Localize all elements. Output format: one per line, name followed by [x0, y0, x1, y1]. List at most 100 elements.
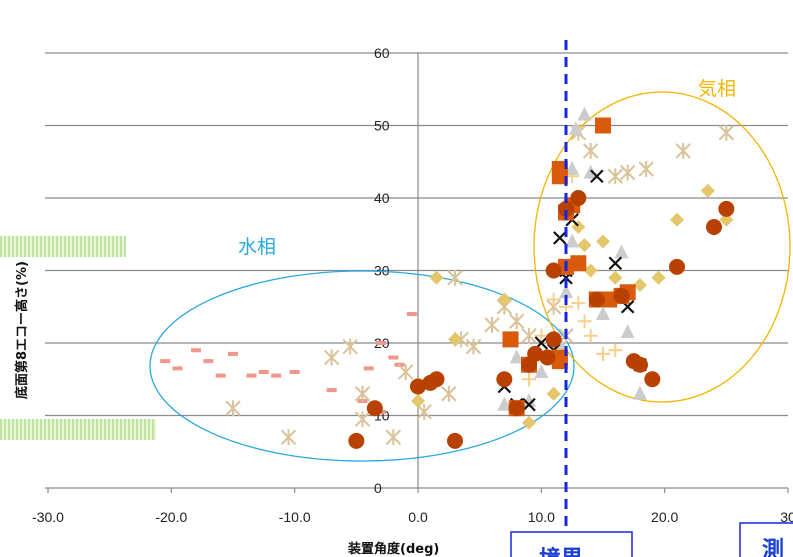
data-point-plus: [571, 296, 586, 311]
data-point-plus: [577, 314, 592, 329]
data-point-diamond: [522, 415, 536, 430]
data-point-square: [570, 255, 587, 272]
data-point-circle: [545, 331, 562, 348]
data-point-cross: [608, 256, 623, 271]
data-point-square: [502, 331, 519, 348]
data-point-star: [447, 269, 463, 286]
data-point-star: [521, 327, 537, 344]
data-point-cross: [553, 231, 567, 245]
data-point-plus: [608, 343, 623, 358]
data-point-circle: [632, 356, 648, 373]
data-point-plus: [522, 372, 536, 387]
data-point-circle: [545, 262, 562, 279]
x-tick-label: 20.0: [651, 509, 678, 525]
data-point-star: [280, 429, 297, 446]
data-point-diamond: [719, 212, 734, 227]
data-point-circle: [613, 287, 630, 304]
data-point-circle: [588, 291, 605, 308]
data-point-triangle: [565, 161, 580, 175]
data-point-diamond: [651, 270, 666, 285]
data-point-triangle: [633, 385, 647, 400]
data-point-circle: [558, 200, 574, 217]
y-axis-title: 底面第8エコー高さ(%): [14, 261, 30, 399]
data-point-star: [465, 338, 482, 355]
y-tick-label: 30: [374, 263, 390, 279]
data-point-triangle: [620, 324, 635, 339]
y-tick-label: 0: [374, 480, 382, 496]
data-point-square: [601, 291, 618, 308]
data-point-dash: [228, 351, 238, 356]
data-point-plus: [546, 292, 561, 307]
data-point-circle: [496, 371, 513, 388]
data-point-plus: [596, 346, 610, 361]
gas-phase-ellipse: [533, 91, 791, 403]
data-point-diamond: [633, 278, 647, 292]
data-point-star: [385, 429, 402, 446]
data-point-plus: [534, 328, 549, 343]
x-tick-label: 10.0: [528, 509, 555, 525]
data-point-square: [595, 117, 611, 134]
data-point-dash: [203, 359, 214, 364]
data-point-star: [354, 411, 371, 428]
data-point-star: [441, 385, 457, 402]
data-point-triangle: [497, 396, 512, 411]
data-point-dash: [376, 341, 386, 345]
data-point-diamond: [429, 270, 444, 285]
x-tick-label: -30.0: [32, 509, 64, 525]
data-point-dash: [246, 373, 257, 378]
measure-box: [739, 522, 793, 557]
data-points: [160, 106, 735, 449]
water-phase-ellipse: [149, 270, 575, 462]
data-point-star: [718, 124, 735, 141]
data-point-star: [675, 142, 691, 159]
boundary-box: [510, 531, 633, 557]
data-point-dash: [406, 312, 417, 316]
legend-swatch-lower: [0, 419, 156, 440]
data-point-dash: [326, 388, 337, 393]
data-point-circle: [348, 432, 365, 449]
x-tick-label: 30: [780, 509, 793, 525]
data-point-dash: [258, 370, 269, 374]
data-point-dash: [191, 348, 201, 353]
data-point-triangle: [577, 106, 592, 121]
x-axis-title: 装置角度(deg): [347, 541, 439, 557]
data-point-diamond: [546, 386, 561, 401]
data-point-circle: [644, 371, 661, 388]
data-point-plus: [583, 328, 598, 343]
x-tick-label: 0.0: [408, 509, 428, 525]
data-point-triangle: [522, 393, 536, 407]
legend-swatch-upper: [0, 236, 126, 257]
measure-label: 測: [762, 538, 784, 557]
y-tick-label: 40: [374, 190, 390, 206]
data-point-diamond: [411, 394, 425, 408]
data-point-star: [397, 364, 414, 380]
data-point-dash: [388, 355, 399, 360]
data-point-dash: [215, 373, 226, 378]
data-point-circle: [570, 190, 587, 206]
data-point-triangle: [559, 284, 573, 299]
data-point-star: [619, 164, 636, 181]
y-tick-label: 60: [374, 45, 390, 61]
data-point-star: [582, 142, 599, 159]
gas-phase-label: 気相: [698, 78, 736, 100]
boundary-label: 境界: [539, 546, 583, 557]
grid-lines: [45, 52, 788, 417]
data-point-circle: [366, 400, 383, 417]
data-point-circle: [447, 432, 463, 449]
data-point-dash: [172, 366, 183, 371]
x-tick-label: -20.0: [155, 509, 187, 525]
data-point-circle: [428, 371, 445, 388]
data-point-triangle: [534, 364, 549, 378]
data-point-circle: [706, 219, 722, 235]
data-point-dash: [160, 359, 171, 364]
data-point-triangle: [614, 244, 629, 259]
data-point-circle: [527, 345, 544, 362]
data-point-star: [225, 400, 241, 417]
data-point-diamond: [608, 270, 623, 285]
data-point-circle: [539, 349, 556, 366]
y-tick-label: 50: [374, 118, 390, 134]
data-point-diamond: [497, 292, 512, 307]
data-point-star: [607, 168, 624, 185]
axes: [45, 53, 789, 493]
